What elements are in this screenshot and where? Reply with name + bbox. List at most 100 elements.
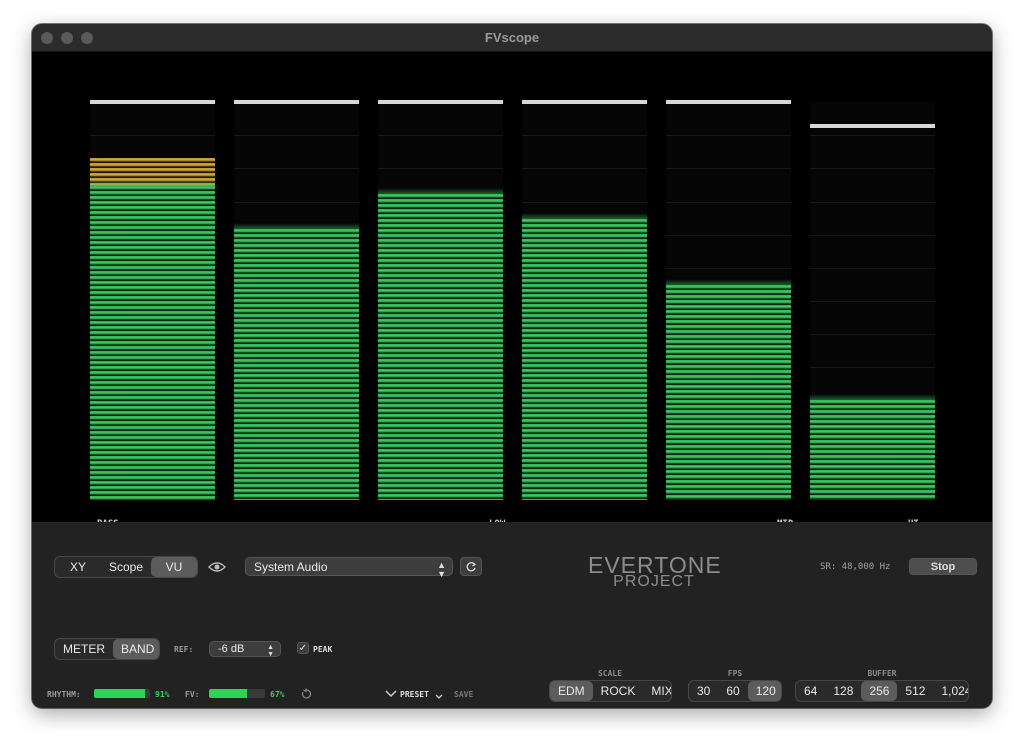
preset-menu[interactable]: PRESET: [400, 690, 429, 699]
rhythm-meter: [94, 689, 150, 698]
buffer-selector[interactable]: 64 128 256 512 1,024: [795, 680, 969, 702]
fps-option[interactable]: 120: [747, 681, 781, 701]
refresh-button[interactable]: [460, 557, 482, 576]
band-meter: [378, 102, 503, 500]
audio-source-select[interactable]: System Audio ▲ ▼: [245, 557, 453, 579]
band-peak-marker: [666, 100, 791, 104]
band-level-fill: [810, 394, 935, 500]
scale-option[interactable]: MIX: [651, 684, 672, 698]
stop-button[interactable]: Stop: [909, 558, 977, 575]
band-peak-marker: [810, 124, 935, 128]
title-bar: FVscope: [32, 24, 992, 52]
scale-option[interactable]: ROCK: [600, 684, 636, 698]
meter-gridline: [522, 135, 647, 136]
band-level-fill: [378, 188, 503, 500]
fps-option[interactable]: 30: [697, 684, 711, 698]
fv-percent: 67%: [270, 690, 285, 699]
fv-meter: [209, 689, 265, 698]
zoom-window-button[interactable]: [81, 32, 93, 44]
meter-gridline: [666, 268, 791, 269]
meter-gridline: [666, 202, 791, 203]
band-peak-marker: [234, 100, 359, 104]
buffer-option[interactable]: 256: [861, 681, 898, 701]
band-level-glow: [90, 180, 215, 186]
scale-caption: SCALE: [597, 669, 623, 678]
reset-icon[interactable]: [300, 687, 312, 699]
eye-icon[interactable]: [208, 560, 226, 574]
logo-line1: EVERTONE: [588, 552, 722, 578]
band-meter: [666, 102, 791, 500]
checkmark-icon: ✓: [298, 643, 308, 654]
meter-gridline: [810, 202, 935, 203]
fps-option[interactable]: 60: [726, 684, 740, 698]
meter-gridline: [234, 168, 359, 169]
sample-rate-readout: SR: 48,000 Hz: [820, 562, 891, 572]
band-warning-segment: [90, 158, 215, 186]
meter-gridline: [810, 135, 935, 136]
band-peak-marker: [378, 100, 503, 104]
view-mode-selector[interactable]: XY Scope VU: [54, 556, 198, 578]
meter-gridline: [522, 168, 647, 169]
preset-chevron-icon: [435, 688, 445, 699]
fv-label: FV:: [185, 690, 200, 699]
meter-gridline: [90, 135, 215, 136]
audio-source-value: System Audio: [254, 559, 328, 574]
ref-value: -6 dB: [218, 643, 245, 655]
meter-mode-option[interactable]: BAND: [113, 639, 159, 659]
rhythm-label: RHYTHM:: [47, 690, 81, 699]
view-mode-option[interactable]: Scope: [108, 560, 144, 574]
peak-label: PEAK: [313, 645, 333, 654]
meter-gridline: [810, 301, 935, 302]
chevron-updown-icon: ▲ ▼: [267, 644, 274, 658]
band-meter: [810, 102, 935, 500]
band-peak-marker: [90, 100, 215, 104]
buffer-option[interactable]: 512: [905, 684, 926, 698]
meter-mode-selector[interactable]: METER BAND: [54, 638, 160, 660]
meter-gridline: [666, 135, 791, 136]
vu-meter-display: BASS~300LOW~1kMID~5kHI~12k: [32, 52, 992, 540]
meter-gridline: [234, 202, 359, 203]
ref-label: REF:: [174, 645, 194, 654]
rhythm-percent: 91%: [155, 690, 170, 699]
fv-meter-fill: [209, 689, 247, 698]
control-panel: XY Scope VU System Audio ▲ ▼ EVERTONE PROJE…: [32, 522, 992, 708]
close-window-button[interactable]: [41, 32, 53, 44]
window-title: FVscope: [484, 30, 540, 45]
band-level-glow: [810, 394, 935, 400]
band-meter: [234, 102, 359, 500]
band-level-glow: [666, 279, 791, 285]
chevron-updown-icon: ▲ ▼: [437, 560, 446, 579]
band-level-glow: [234, 223, 359, 229]
buffer-option[interactable]: 128: [833, 684, 854, 698]
buffer-caption: BUFFER: [867, 669, 897, 678]
fps-caption: FPS: [727, 669, 743, 678]
view-mode-option[interactable]: VU: [151, 557, 197, 577]
band-level-glow: [378, 188, 503, 194]
save-button[interactable]: SAVE: [454, 690, 474, 699]
minimize-window-button[interactable]: [61, 32, 73, 44]
meter-gridline: [810, 168, 935, 169]
meter-gridline: [810, 334, 935, 335]
band-meter: [522, 102, 647, 500]
meter-gridline: [234, 135, 359, 136]
meter-gridline: [810, 367, 935, 368]
meter-gridline: [666, 168, 791, 169]
fps-selector[interactable]: 30 60 120: [688, 680, 782, 702]
band-level-fill: [522, 213, 647, 500]
band-level-fill: [666, 279, 791, 500]
app-window: FVscope BASS~300LOW~1kMID~5kHI~12k XY Sco…: [32, 24, 992, 708]
rhythm-meter-fill: [94, 689, 145, 698]
ref-select[interactable]: -6 dB ▲ ▼: [209, 641, 281, 658]
band-meter: [90, 102, 215, 500]
meter-gridline: [810, 268, 935, 269]
meter-gridline: [666, 235, 791, 236]
view-mode-option[interactable]: XY: [69, 560, 86, 574]
band-level-fill: [90, 180, 215, 500]
meter-gridline: [522, 202, 647, 203]
buffer-option[interactable]: 1,024: [941, 684, 969, 698]
scale-selector[interactable]: EDM ROCK MIX: [549, 680, 672, 702]
meter-mode-option[interactable]: METER: [63, 642, 105, 656]
buffer-option[interactable]: 64: [804, 684, 818, 698]
peak-checkbox[interactable]: ✓: [297, 642, 309, 654]
scale-option[interactable]: EDM: [550, 681, 593, 701]
